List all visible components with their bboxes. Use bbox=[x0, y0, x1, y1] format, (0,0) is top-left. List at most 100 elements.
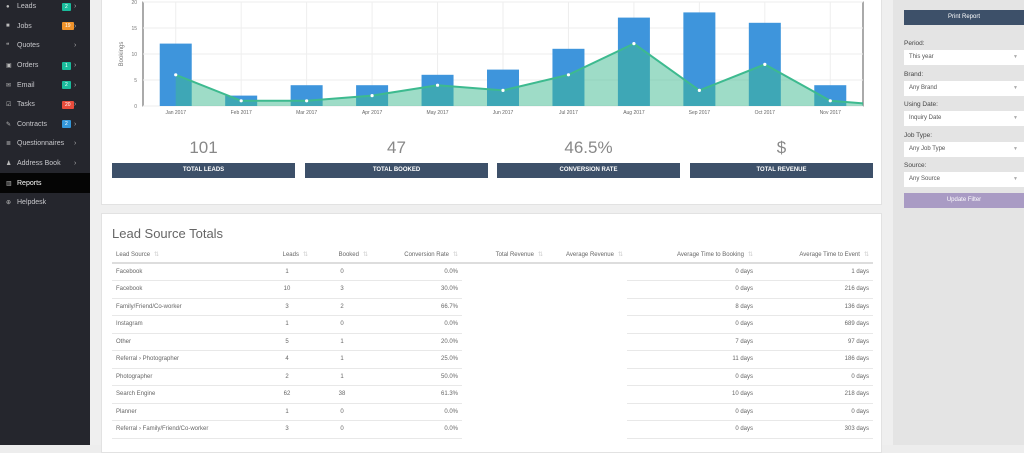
column-header[interactable]: Conversion Rate ⇅ bbox=[372, 246, 462, 264]
table-cell: 7 days bbox=[627, 333, 757, 351]
filter-label: Job Type: bbox=[904, 131, 933, 139]
bookings-chart-card: 0 5 10 15 20 Bookings Jan 2017 Feb 2017 Mar 2017… bbox=[101, 0, 882, 205]
sidebar-item-tasks[interactable]: ☑ Tasks 20 › bbox=[0, 95, 90, 115]
filter-label: Source: bbox=[904, 162, 927, 169]
print-report-button[interactable]: Print Report bbox=[904, 10, 1024, 25]
sort-icon: ⇅ bbox=[302, 251, 308, 258]
table-cell bbox=[547, 351, 627, 369]
table-cell bbox=[462, 298, 547, 316]
table-cell: 0 days bbox=[627, 420, 757, 439]
sidebar-item-orders[interactable]: ▣ Orders 1 › bbox=[0, 56, 90, 76]
sidebar-item-leads[interactable]: ● Leads 2 › bbox=[0, 0, 90, 17]
pencil-icon: ✎ bbox=[6, 121, 12, 128]
table-cell: 61.3% bbox=[372, 385, 462, 404]
sort-icon: ⇅ bbox=[452, 251, 458, 258]
briefcase-icon: ■ bbox=[6, 23, 10, 30]
sidebar-item-label: Reports bbox=[17, 179, 42, 187]
table-cell: Search Engine bbox=[112, 385, 262, 404]
table-row: Referral › Family/Friend/Co-worker 3 0 0.0%… bbox=[112, 420, 873, 439]
table-cell: 5 bbox=[262, 333, 312, 351]
filter-select[interactable]: Inquiry Date ▼ bbox=[904, 111, 1024, 126]
sidebar-item-helpdesk[interactable]: ⊕ Helpdesk bbox=[0, 193, 90, 213]
column-header-label: Leads bbox=[282, 251, 299, 258]
sidebar-item-label: Email bbox=[17, 81, 35, 89]
filter-select[interactable]: Any Brand ▼ bbox=[904, 80, 1024, 96]
chevron-right-icon: › bbox=[74, 101, 77, 109]
table-cell: 1 bbox=[312, 350, 372, 369]
filter-select[interactable]: Any Job Type ▼ bbox=[904, 141, 1024, 157]
table-row: Facebook 1 0 0.0% 0 days 1 days bbox=[112, 263, 873, 281]
kpi-total-leads: 101 TOTAL LEADS bbox=[112, 133, 295, 178]
area-fill bbox=[175, 43, 863, 106]
table-cell: 0 days bbox=[627, 368, 757, 386]
table-cell: 0 days bbox=[627, 263, 757, 281]
sidebar-item-reports[interactable]: ▥ Reports bbox=[0, 173, 90, 193]
sidebar-item-email[interactable]: ✉ Email 2 › bbox=[0, 75, 90, 95]
table-cell: 689 days bbox=[757, 315, 873, 334]
sort-icon: ⇅ bbox=[537, 251, 543, 258]
filter-panel: Print Report Period: This year ▼ Brand: Any … bbox=[893, 0, 1024, 445]
sidebar-item-jobs[interactable]: ■ Jobs 19 › bbox=[0, 17, 90, 37]
column-header[interactable]: Total Revenue ⇅ bbox=[462, 246, 547, 264]
table-cell bbox=[462, 368, 547, 386]
table-cell: 0 bbox=[312, 403, 372, 421]
column-header-label: Total Revenue bbox=[495, 251, 534, 258]
sidebar-item-label: Contracts bbox=[17, 120, 47, 128]
sort-icon: ⇅ bbox=[362, 251, 368, 258]
table-cell: Planner bbox=[112, 403, 262, 421]
lead-source-card: Lead Source Totals Lead Source ⇅ Leads ⇅ Boo… bbox=[101, 213, 882, 453]
caret-down-icon: ▼ bbox=[1013, 54, 1018, 60]
column-header[interactable]: Lead Source ⇅ bbox=[112, 246, 262, 264]
sidebar: ● Leads 2 › ■ Jobs 19 › ❝ Quotes › ▣ Orders 1 › ✉ Email 2… bbox=[0, 0, 90, 445]
column-header[interactable]: Average Revenue ⇅ bbox=[547, 246, 627, 264]
sidebar-item-label: Questionnaires bbox=[17, 140, 65, 148]
kpi-value: 47 bbox=[387, 138, 406, 157]
envelope-icon: ✉ bbox=[6, 82, 12, 89]
column-header[interactable]: Average Time to Event ⇅ bbox=[757, 246, 873, 264]
y-tick-label: 15 bbox=[131, 26, 137, 32]
x-tick-label: Jun 2017 bbox=[493, 110, 514, 116]
checkbox-icon: ☑ bbox=[6, 102, 12, 109]
sidebar-item-label: Leads bbox=[17, 3, 37, 11]
kpi-total-revenue: $ TOTAL REVENUE bbox=[690, 133, 873, 178]
table-cell bbox=[462, 351, 547, 369]
copy-icon: ▣ bbox=[6, 63, 12, 70]
table-cell: 0 days bbox=[627, 403, 757, 421]
table-cell bbox=[547, 281, 627, 299]
section-title: Lead Source Totals bbox=[112, 226, 224, 241]
filter-select[interactable]: This year ▼ bbox=[904, 50, 1024, 65]
column-header[interactable]: Leads ⇅ bbox=[262, 246, 312, 264]
table-cell: 2 bbox=[262, 368, 312, 386]
data-point bbox=[763, 62, 767, 66]
table-cell bbox=[462, 333, 547, 351]
table-cell: 50.0% bbox=[372, 368, 462, 386]
selected-value: Any Source bbox=[909, 176, 941, 182]
area-line bbox=[175, 42, 864, 105]
data-point bbox=[632, 42, 636, 46]
sidebar-item-address-book[interactable]: ♟ Address Book › bbox=[0, 154, 90, 174]
chevron-right-icon: › bbox=[74, 160, 77, 168]
table-cell: Instagram bbox=[112, 315, 262, 334]
table-cell bbox=[462, 316, 547, 334]
table-cell bbox=[462, 386, 547, 404]
data-point bbox=[501, 88, 505, 92]
users-icon: ♟ bbox=[6, 161, 12, 168]
count-badge: 1 bbox=[62, 61, 71, 70]
sidebar-item-questionnaires[interactable]: ≣ Questionnaires › bbox=[0, 134, 90, 154]
filter-select[interactable]: Any Source ▼ bbox=[904, 172, 1024, 187]
sidebar-item-quotes[interactable]: ❝ Quotes › bbox=[0, 36, 90, 56]
sidebar-item-label: Tasks bbox=[17, 101, 35, 109]
kpi-label: TOTAL REVENUE bbox=[690, 163, 873, 178]
table-cell: 216 days bbox=[757, 280, 873, 299]
table-cell: 0.0% bbox=[372, 403, 462, 421]
list-icon: ≣ bbox=[6, 141, 12, 148]
table-cell: 0 days bbox=[627, 280, 757, 299]
table-cell: 218 days bbox=[757, 385, 873, 404]
chevron-right-icon: › bbox=[74, 120, 77, 128]
column-header[interactable]: Average Time to Booking ⇅ bbox=[627, 246, 757, 264]
caret-down-icon: ▼ bbox=[1013, 145, 1018, 152]
x-tick-label: Oct 2017 bbox=[755, 110, 776, 116]
column-header[interactable]: Booked ⇅ bbox=[312, 246, 372, 264]
sidebar-item-contracts[interactable]: ✎ Contracts 2 › bbox=[0, 115, 90, 135]
update-filter-button[interactable]: Update Filter bbox=[904, 193, 1024, 208]
